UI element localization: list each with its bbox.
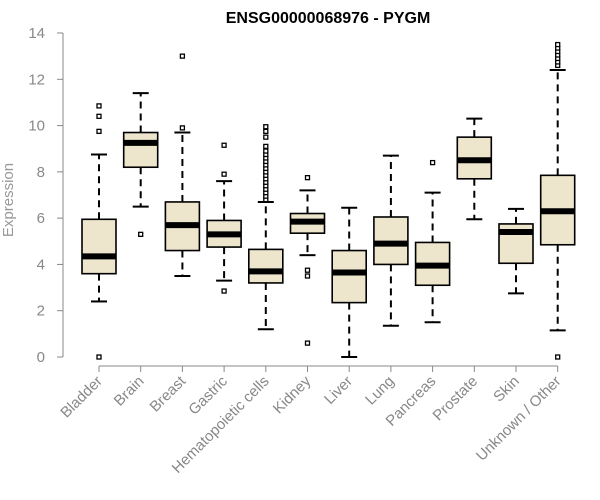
box-group-breast [164,53,201,277]
box-group-skin [498,207,534,295]
outlier-point [263,124,269,130]
outlier-point [304,273,311,279]
box-group-hematopoietic-cells [248,124,284,331]
box-iqr [331,249,368,304]
x-tick-label: Skin [490,373,523,406]
box-group-kidney [289,174,326,346]
outlier-point [96,128,102,135]
outlier-point [263,148,269,154]
outlier-point [555,41,561,48]
chart-title: ENSG00000068976 - PYGM [226,10,431,27]
y-tick-label: 0 [37,349,45,366]
box-iqr [248,248,284,284]
box-group-bladder [81,103,117,360]
y-axis-label: Expression [0,163,17,237]
outlier-point [304,267,311,273]
y-tick-label: 8 [37,164,45,181]
outlier-point [221,288,227,294]
y-tick-label: 10 [28,118,45,135]
outlier-point [263,134,269,140]
x-tick-label: Kidney [270,372,315,417]
x-tick-label: Liver [321,373,356,408]
outlier-point [221,142,227,148]
box-iqr [122,131,159,169]
outlier-point [429,159,436,166]
boxplot-series [81,41,576,360]
y-tick-label: 12 [28,71,45,88]
outlier-point [304,174,311,181]
outlier-point [138,231,144,237]
y-axis: 0 2 4 6 8 10 12 14 [28,25,64,366]
box-group-brain [122,92,159,237]
x-tick-label: Lung [362,373,398,409]
box-group-prostate [456,117,493,221]
outlier-point [179,125,186,131]
box-iqr [81,218,117,275]
outlier-point [96,103,102,109]
outlier-point [304,340,311,346]
y-tick-label: 2 [37,303,45,320]
x-tick-label: Brain [111,373,148,410]
y-tick-label: 14 [28,25,45,42]
outlier-point [96,113,102,119]
outlier-point [96,354,102,360]
outlier-point [263,143,269,150]
x-tick-label: Breast [147,372,190,415]
x-tick-label: Prostate [430,373,482,425]
box-group-lung [373,154,409,327]
y-tick-label: 4 [37,256,45,273]
outlier-point [179,53,186,59]
x-tick-label: Bladder [57,373,106,422]
outlier-point [263,128,269,135]
box-group-gastric [206,142,242,294]
outlier-point [221,171,227,177]
outlier-point [555,354,561,360]
box-group-pancreas [414,159,451,324]
box-group-liver [331,206,368,358]
y-tick-label: 6 [37,210,45,227]
box-group-unknown-other [539,41,576,360]
